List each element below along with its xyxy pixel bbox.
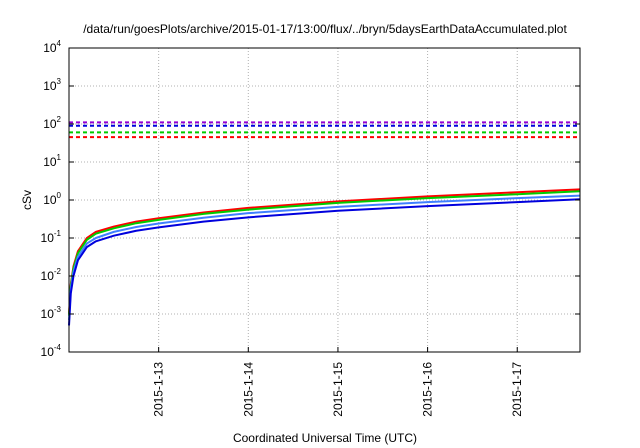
series-line-3 <box>68 198 581 326</box>
y-tick-base: 10 <box>43 117 57 131</box>
y-tick-label: 102 <box>43 115 61 131</box>
chart-title: /data/run/goesPlots/archive/2015-01-17/1… <box>83 22 567 36</box>
x-tick-label: 2015-1-15 <box>331 362 345 417</box>
y-tick-base: 10 <box>43 193 57 207</box>
y-tick-exponent: 0 <box>57 191 62 200</box>
y-tick-exponent: 1 <box>57 153 62 162</box>
y-axis-label: cSv <box>20 190 34 210</box>
x-tick-label: 2015-1-14 <box>241 362 255 417</box>
series-line-1 <box>68 190 581 316</box>
y-tick-base: 10 <box>41 345 55 359</box>
x-tick-label: 2015-1-16 <box>421 362 435 417</box>
y-tick-exponent: -1 <box>54 229 62 238</box>
y-tick-exponent: -4 <box>54 343 62 352</box>
x-tick-label: 2015-1-13 <box>152 362 166 417</box>
y-tick-label: 103 <box>43 77 61 93</box>
tick-layer: 2015-1-13 2015-1-14 2015-1-15 2015-1-16 2015… <box>41 39 580 417</box>
y-tick-exponent: 4 <box>57 39 62 48</box>
y-tick-base: 10 <box>41 231 55 245</box>
y-tick-base: 10 <box>43 155 57 169</box>
y-tick-label: 10-3 <box>41 305 62 321</box>
y-tick-exponent: -2 <box>54 267 62 276</box>
y-tick-label: 100 <box>43 191 61 207</box>
series-layer <box>68 121 581 326</box>
y-tick-label: 10-4 <box>41 343 62 359</box>
y-tick-label: 104 <box>43 39 61 55</box>
y-tick-base: 10 <box>41 269 55 283</box>
y-tick-label: 10-1 <box>41 229 62 245</box>
x-axis-label: Coordinated Universal Time (UTC) <box>233 431 417 445</box>
y-tick-exponent: 3 <box>57 77 62 86</box>
y-tick-label: 10-2 <box>41 267 62 283</box>
y-tick-base: 10 <box>43 41 57 55</box>
grid <box>69 48 580 352</box>
y-tick-base: 10 <box>43 79 57 93</box>
y-tick-exponent: -3 <box>54 305 62 314</box>
y-tick-label: 101 <box>43 153 61 169</box>
y-tick-base: 10 <box>41 307 55 321</box>
y-tick-exponent: 2 <box>57 115 62 124</box>
x-tick-label: 2015-1-17 <box>510 362 524 417</box>
series-line-2 <box>68 194 581 320</box>
